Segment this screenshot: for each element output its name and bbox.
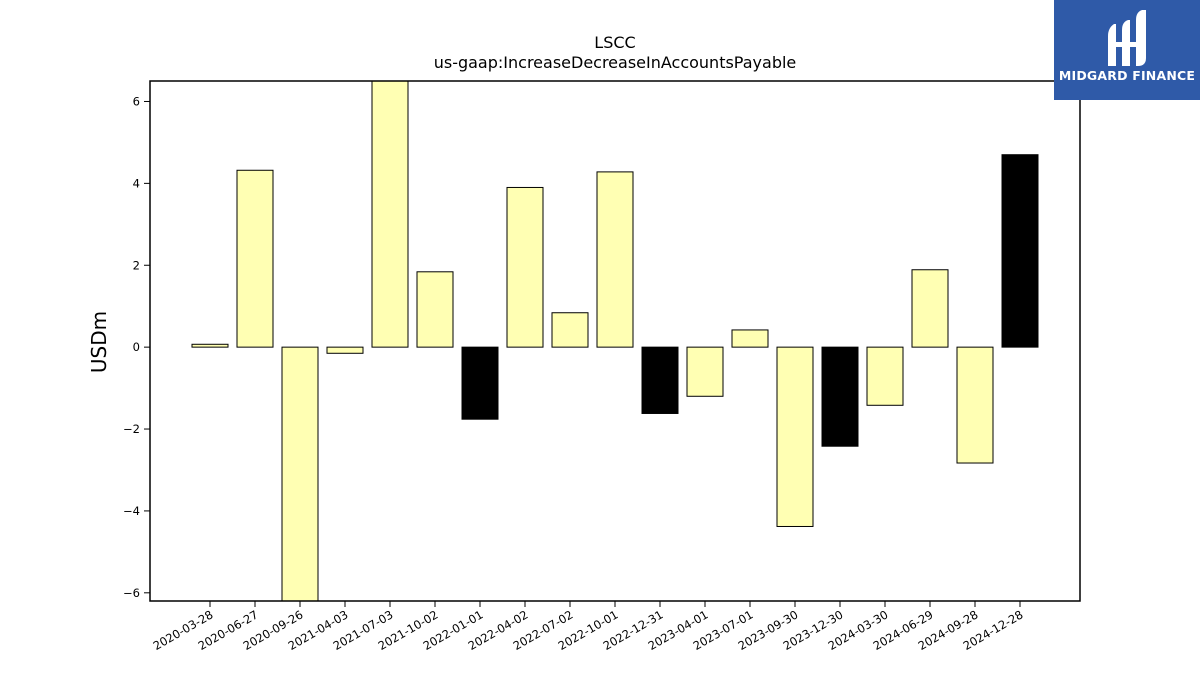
bar-2022-01-01 bbox=[461, 346, 499, 420]
bar-2020-03-28 bbox=[191, 343, 229, 348]
midgard-logo-mark-icon bbox=[1108, 10, 1146, 66]
bar-2024-09-28 bbox=[956, 346, 994, 464]
bar-2021-07-03 bbox=[371, 80, 409, 348]
bar-2022-07-02 bbox=[551, 312, 589, 348]
bar-2023-12-30 bbox=[821, 346, 859, 447]
bar-2024-06-29 bbox=[911, 269, 949, 348]
bar-2020-06-27 bbox=[236, 169, 274, 348]
bar-2022-10-01 bbox=[596, 171, 634, 348]
y-tick-label: 0 bbox=[133, 340, 140, 354]
y-tick-label: 2 bbox=[133, 258, 140, 272]
chart-title: LSCC bbox=[594, 33, 635, 52]
bar-2023-07-01 bbox=[731, 329, 769, 348]
bar-2023-09-30 bbox=[776, 346, 814, 527]
bar-2023-04-01 bbox=[686, 346, 724, 397]
chart-subtitle: us-gaap:IncreaseDecreaseInAccountsPayabl… bbox=[434, 53, 797, 72]
y-axis-label: USDm bbox=[87, 311, 111, 373]
bar-2024-12-28 bbox=[1001, 154, 1039, 348]
bar-2024-03-30 bbox=[866, 346, 904, 406]
brand-name: MIDGARD FINANCE bbox=[1058, 68, 1196, 83]
bar-2021-04-03 bbox=[326, 346, 364, 354]
brand-logo: MIDGARD FINANCE bbox=[1054, 0, 1200, 100]
bar-2022-12-31 bbox=[641, 346, 679, 414]
y-tick-label: −2 bbox=[123, 422, 140, 436]
y-tick-label: 6 bbox=[133, 94, 140, 108]
y-ticks: −6 −4 −2 0 2 4 6 bbox=[123, 94, 150, 600]
bar-2022-04-02 bbox=[506, 186, 544, 348]
plot-frame bbox=[149, 80, 1081, 602]
bar-2020-09-26 bbox=[281, 346, 319, 602]
bar-2021-10-02 bbox=[416, 271, 454, 348]
bars-layer bbox=[191, 80, 1039, 602]
x-ticks: 2020-03-282020-06-272020-09-262021-04-03… bbox=[151, 601, 1026, 653]
y-tick-label: −4 bbox=[123, 504, 140, 518]
y-tick-label: 4 bbox=[133, 176, 140, 190]
y-tick-label: −6 bbox=[123, 586, 140, 600]
